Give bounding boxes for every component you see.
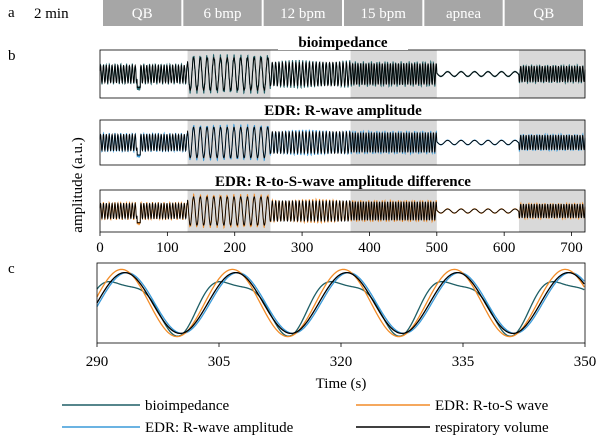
protocol-segment (183, 0, 262, 26)
protocol-segment-label: QB (533, 6, 554, 22)
protocol-segment (504, 0, 583, 26)
r-wave-subplot (99, 119, 586, 166)
protocol-segment-label: 12 bpm (280, 6, 326, 22)
bioimpedance-subplot (99, 49, 586, 99)
x-axis-label: Time (s) (316, 376, 367, 392)
protocol-scale-label: 2 min (34, 6, 69, 22)
legend-label: respiratory volume (435, 420, 549, 436)
bioimpedance-title: bioimpedance (298, 35, 388, 51)
protocol-segment (344, 0, 423, 26)
zoom-subplot (96, 262, 586, 344)
protocol-segment-label: 6 bmp (204, 6, 242, 22)
x-tick-label: 400 (358, 240, 381, 256)
protocol-segment (263, 0, 342, 26)
r-wave-subplot-frame (99, 119, 586, 166)
x-tick-label: 0 (96, 240, 104, 256)
legend-label: EDR: R-to-S wave (435, 398, 549, 414)
r-wave-title: EDR: R-wave amplitude (264, 103, 422, 119)
r-to-s-title: EDR: R-to-S-wave amplitude difference (215, 174, 471, 190)
title-bg (228, 101, 458, 119)
protocol-segment-label: QB (132, 6, 153, 22)
x-tick-label: 200 (223, 240, 246, 256)
zoom-series-line (96, 271, 585, 335)
respiratory-volume-line (99, 126, 586, 159)
protocol-segment (103, 0, 182, 26)
r-to-s-subplot (99, 189, 586, 233)
legend-label: bioimpedance (145, 398, 229, 414)
respiratory-volume-line (99, 57, 586, 91)
title-bg (278, 33, 408, 50)
x-tick-label: 700 (560, 240, 583, 256)
x-tick-label: 305 (208, 354, 231, 370)
zoom-series-line (96, 271, 585, 335)
x-tick-label: 320 (330, 354, 353, 370)
x-tick-label: 335 (452, 354, 475, 370)
r-to-s-subplot-frame (99, 189, 586, 233)
x-tick-label: 600 (493, 240, 516, 256)
panel-letter-a: a (8, 5, 15, 21)
y-axis-label: amplitude (a.u.) (70, 137, 86, 232)
x-tick-label: 100 (156, 240, 179, 256)
title-bg (170, 171, 516, 189)
respiratory-volume-line (99, 196, 586, 226)
x-tick-label: 500 (426, 240, 449, 256)
legend-label: EDR: R-wave amplitude (145, 420, 294, 436)
protocol-segment-label: apnea (446, 6, 481, 22)
panel-c-x-axis: 290 305 320 335 350 (86, 343, 597, 370)
legend: bioimpedance EDR: R-to-S wave EDR: R-wave … (62, 398, 549, 436)
zoom-series-line (96, 268, 585, 338)
protocol-segment (424, 0, 503, 26)
panel-b-x-axis: 0 100 200 300 400 500 600 700 (96, 232, 583, 256)
x-tick-label: 350 (574, 354, 597, 370)
protocol-segment-label: 15 bpm (360, 6, 406, 22)
x-tick-label: 290 (86, 354, 109, 370)
panel-letter-b: b (8, 48, 16, 64)
x-tick-label: 300 (291, 240, 314, 256)
panel-letter-c: c (8, 261, 15, 277)
protocol-bar: QB 6 bmp 12 bpm 15 bpm apnea QB (103, 0, 583, 26)
